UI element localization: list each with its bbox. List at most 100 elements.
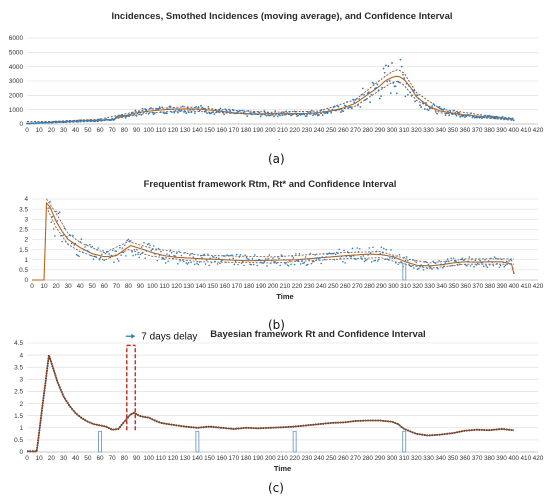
b-observed-point [48,207,50,209]
a-observed-point [271,113,274,116]
c-xtick-label: 20 [48,455,56,462]
b-xtick-label: 30 [65,283,73,290]
b-observed-point [69,234,72,237]
a-observed-point [315,112,318,115]
a-xtick-label: 400 [508,127,519,134]
caption-b: (b) [268,318,285,332]
c-xtick-label: 300 [387,455,398,462]
a-observed-point [242,111,245,114]
c-xtick-label: 410 [520,455,531,462]
c-xtick-label: 240 [314,455,325,462]
a-observed-point [381,86,384,89]
b-observed-point [134,253,137,256]
a-observed-point [223,113,226,116]
b-observed-point [125,255,127,257]
a-xtick-label: 320 [411,127,422,134]
b-observed-point [476,262,479,265]
b-observed-point [390,249,392,251]
b-observed-point [504,264,507,267]
b-observed-point [469,265,472,267]
b-ytick-label: 0.5 [19,267,28,274]
b-observed-point [485,265,487,267]
b-observed-point [308,258,310,261]
b-observed-point [233,263,236,266]
b-observed-point [391,257,394,259]
b-observed-point [105,251,108,253]
a-observed-point [434,110,437,113]
b-observed-point [305,264,308,266]
c-xtick-label: 210 [277,455,288,462]
b-observed-point [132,254,134,257]
b-observed-point [260,261,262,264]
b-observed-point [156,259,159,262]
a-observed-point [366,92,369,95]
caption-c: (c) [268,481,284,495]
b-observed-point [73,244,75,246]
c-xtick-label: 360 [460,455,471,462]
c-xtick-label: 170 [228,455,239,462]
c-xtick-label: 350 [447,455,458,462]
b-ytick-label: 2 [24,237,28,244]
a-xtick-label: 270 [350,127,361,134]
b-observed-point [498,266,501,268]
a-observed-point [365,98,368,101]
a-observed-point [152,113,155,116]
b-xtick-label: 100 [147,283,158,290]
b-observed-point [81,251,84,254]
b-observed-point [409,265,412,267]
b-observed-point [316,256,319,259]
b-observed-point [429,266,432,268]
b-observed-point [119,246,121,249]
b-observed-point [443,265,445,267]
a-observed-point [217,110,219,113]
b-observed-point [356,247,359,249]
b-observed-point [204,263,207,265]
c-xtick-label: 50 [84,455,92,462]
b-observed-point [407,259,409,262]
c-xtick-label: 90 [133,455,141,462]
a-observed-point [288,110,291,113]
a-observed-point [375,86,378,89]
a-observed-point [276,115,279,118]
a-observed-point [383,71,386,74]
b-observed-point [322,253,325,255]
chart-frequentist: Frequentist framework Rtm, Rt* and Confi… [19,179,544,301]
b-observed-point [456,263,459,266]
b-xtick-label: 340 [436,283,447,290]
b-observed-point [455,260,457,262]
b-observed-point [96,248,98,251]
b-observed-point [425,260,427,263]
b-observed-point [417,267,420,270]
c-ytick-label: 2 [19,401,23,408]
b-observed-point [332,252,334,255]
a-observed-point [378,97,381,100]
a-observed-point [185,112,188,114]
a-observed-point [346,101,348,103]
a-observed-point [258,111,261,114]
b-xtick-label: 390 [497,283,508,290]
b-observed-point [157,247,160,250]
c-xtick-label: 110 [156,455,167,462]
a-observed-point [273,115,275,118]
b-observed-point [463,258,466,261]
b-xtick-label: 70 [113,283,121,290]
b-observed-point [284,262,286,265]
c-xtick-label: 180 [241,455,252,462]
b-observed-point [240,262,243,264]
a-observed-point [134,109,137,112]
b-observed-point [493,256,496,258]
b-observed-point [143,242,145,244]
b-xtick-label: 360 [460,283,471,290]
b-observed-point [117,260,120,262]
a-observed-point [287,113,290,116]
b-observed-point [205,259,208,261]
b-observed-point [310,262,313,265]
b-observed-point [379,252,381,255]
b-xtick-label: 350 [448,283,459,290]
b-observed-point [98,258,101,261]
a-observed-point [135,115,138,117]
b-observed-point [360,256,362,258]
b-observed-point [276,255,279,258]
a-observed-point [420,106,423,108]
c-xtick-label: 270 [350,455,361,462]
